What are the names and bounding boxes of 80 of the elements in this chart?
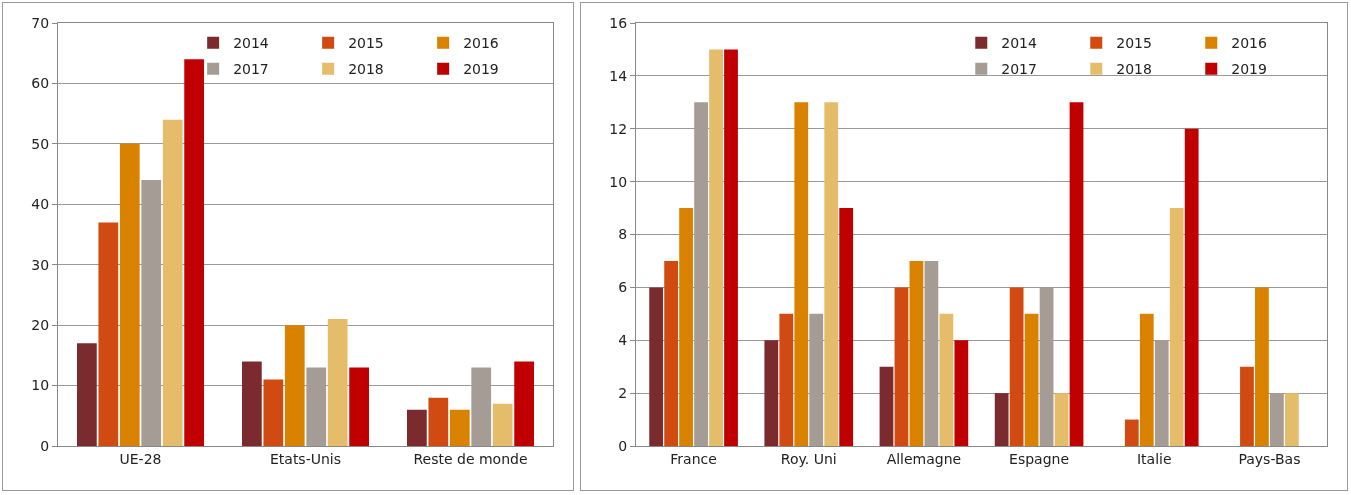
bar bbox=[119, 143, 140, 446]
bar bbox=[284, 325, 305, 446]
bar bbox=[1009, 287, 1024, 446]
bar bbox=[407, 409, 427, 446]
bar bbox=[514, 361, 534, 446]
legend-label: 2016 bbox=[1231, 35, 1267, 52]
bar bbox=[664, 260, 679, 446]
x-tick-label: Allemagne bbox=[886, 450, 962, 467]
bar bbox=[1024, 313, 1039, 446]
x-tick-label: Italie bbox=[1136, 450, 1172, 467]
bar bbox=[492, 403, 513, 446]
bar bbox=[449, 409, 470, 446]
bar bbox=[909, 260, 924, 446]
y-tick-label: 40 bbox=[31, 196, 50, 213]
bar bbox=[709, 49, 723, 446]
bar bbox=[162, 119, 183, 446]
legend-label: 2019 bbox=[1231, 61, 1267, 78]
bar bbox=[327, 319, 348, 446]
bar bbox=[824, 102, 839, 446]
legend-label: 2014 bbox=[233, 35, 269, 52]
bar bbox=[1169, 208, 1184, 446]
bar bbox=[349, 367, 369, 446]
y-tick-label: 30 bbox=[31, 256, 50, 273]
bar bbox=[1139, 313, 1154, 446]
bar bbox=[1284, 393, 1299, 446]
y-tick-label: 10 bbox=[31, 377, 50, 394]
y-tick-label: 16 bbox=[609, 14, 628, 31]
legend-label: 2014 bbox=[1001, 35, 1037, 52]
y-tick-label: 2 bbox=[618, 385, 628, 402]
y-tick-label: 70 bbox=[31, 14, 50, 31]
x-tick-label: France bbox=[670, 450, 717, 467]
legend-label: 2018 bbox=[1116, 61, 1152, 78]
x-tick-label: Pays-Bas bbox=[1238, 450, 1301, 467]
x-tick-label: UE-28 bbox=[119, 450, 162, 467]
bar bbox=[1255, 287, 1269, 446]
bar bbox=[679, 208, 693, 446]
bar bbox=[242, 361, 262, 446]
bar bbox=[724, 49, 738, 446]
bar bbox=[263, 379, 284, 446]
bar bbox=[649, 287, 664, 446]
y-tick-label: 20 bbox=[31, 317, 50, 334]
bar bbox=[98, 222, 119, 446]
bar bbox=[428, 397, 449, 446]
bar bbox=[879, 366, 894, 446]
legend-label: 2016 bbox=[463, 35, 499, 52]
bar bbox=[184, 59, 204, 446]
bar bbox=[1054, 393, 1069, 446]
bar bbox=[779, 313, 794, 446]
legend-label: 2017 bbox=[233, 61, 269, 78]
legend-label: 2015 bbox=[1116, 35, 1152, 52]
bar bbox=[794, 102, 809, 446]
y-tick-label: 10 bbox=[609, 173, 628, 190]
bar bbox=[77, 343, 97, 446]
y-tick-label: 12 bbox=[609, 120, 628, 137]
bar bbox=[764, 340, 779, 446]
y-tick-label: 14 bbox=[609, 67, 628, 84]
bar bbox=[839, 208, 854, 446]
bar bbox=[939, 313, 954, 446]
x-tick-label: Espagne bbox=[1009, 450, 1070, 467]
bar bbox=[1240, 366, 1254, 446]
legend-label: 2015 bbox=[348, 35, 384, 52]
y-tick-label: 50 bbox=[31, 135, 50, 152]
bar bbox=[994, 393, 1009, 446]
y-tick-label: 0 bbox=[40, 437, 50, 454]
legend-label: 2019 bbox=[463, 61, 499, 78]
bar bbox=[1069, 102, 1084, 446]
bar bbox=[1184, 128, 1199, 446]
y-tick-label: 8 bbox=[618, 226, 628, 243]
x-tick-label: Reste de monde bbox=[413, 450, 528, 467]
y-tick-label: 4 bbox=[618, 332, 628, 349]
bar bbox=[894, 287, 909, 446]
y-tick-label: 0 bbox=[618, 437, 628, 454]
y-tick-label: 6 bbox=[618, 279, 628, 296]
legend-label: 2017 bbox=[1001, 61, 1037, 78]
legend-label: 2018 bbox=[348, 61, 384, 78]
x-tick-label: Etats-Unis bbox=[269, 450, 342, 467]
bar bbox=[954, 340, 969, 446]
y-tick-label: 60 bbox=[31, 75, 50, 92]
x-tick-label: Roy. Uni bbox=[780, 450, 837, 467]
bar bbox=[1124, 419, 1139, 446]
